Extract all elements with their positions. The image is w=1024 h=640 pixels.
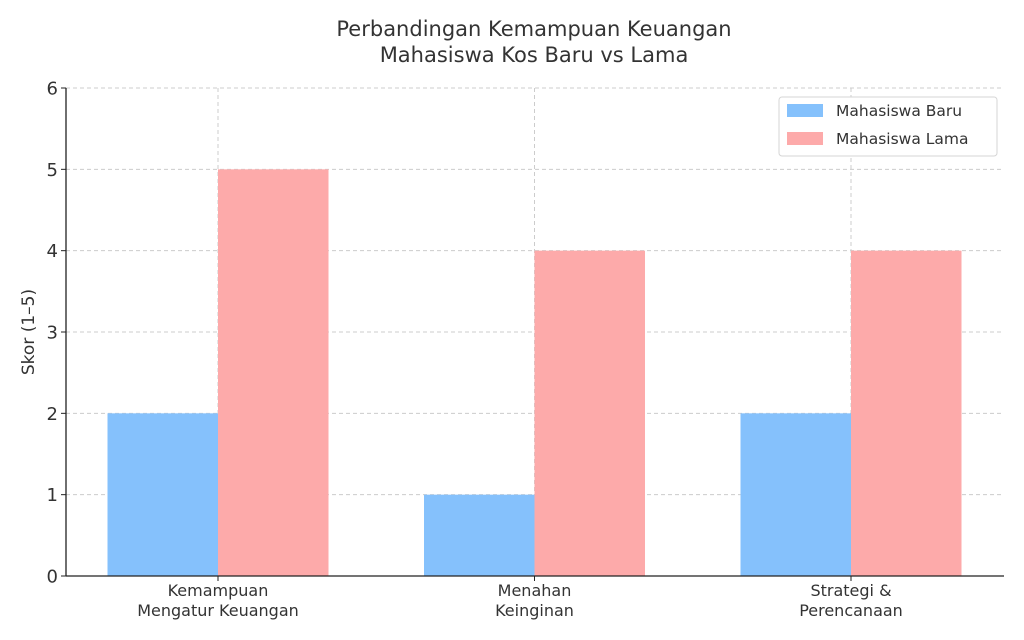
legend-swatch bbox=[787, 104, 823, 117]
x-tick-label: Perencanaan bbox=[799, 601, 903, 620]
bar-lama-1 bbox=[534, 250, 645, 576]
legend-label: Mahasiswa Baru bbox=[836, 102, 962, 120]
y-tick-label: 5 bbox=[47, 160, 58, 181]
y-axis-label: Skor (1–5) bbox=[19, 289, 39, 375]
y-tick-label: 1 bbox=[47, 485, 58, 506]
y-tick-label: 2 bbox=[47, 404, 58, 425]
y-tick-labels: 0 1 2 3 4 5 6 bbox=[47, 79, 66, 588]
x-tick-label: Menahan bbox=[498, 581, 572, 600]
bar-baru-1 bbox=[424, 494, 535, 576]
chart-title-line-1: Perbandingan Kemampuan Keuangan bbox=[336, 17, 731, 41]
legend: Mahasiswa Baru Mahasiswa Lama bbox=[778, 96, 998, 157]
y-tick-label: 4 bbox=[47, 241, 58, 262]
bar-baru-2 bbox=[740, 413, 851, 576]
y-tick-label: 0 bbox=[47, 567, 58, 588]
legend-swatch bbox=[787, 132, 823, 145]
bars bbox=[107, 169, 962, 577]
y-tick-label: 3 bbox=[47, 323, 58, 344]
bar-lama-2 bbox=[851, 250, 962, 576]
legend-box bbox=[778, 96, 998, 157]
x-tick-label: Kemampuan bbox=[168, 581, 269, 600]
legend-label: Mahasiswa Lama bbox=[836, 130, 968, 148]
bar-lama-0 bbox=[218, 169, 329, 577]
y-tick-label: 6 bbox=[47, 79, 58, 100]
x-tick-label: Mengatur Keuangan bbox=[137, 601, 299, 620]
x-tick-label: Keinginan bbox=[495, 601, 574, 620]
x-tick-label: Strategi & bbox=[810, 581, 891, 600]
bar-baru-0 bbox=[107, 413, 218, 576]
chart-title: Perbandingan Kemampuan Keuangan Mahasisw… bbox=[336, 17, 731, 67]
chart-title-line-2: Mahasiswa Kos Baru vs Lama bbox=[380, 43, 689, 67]
